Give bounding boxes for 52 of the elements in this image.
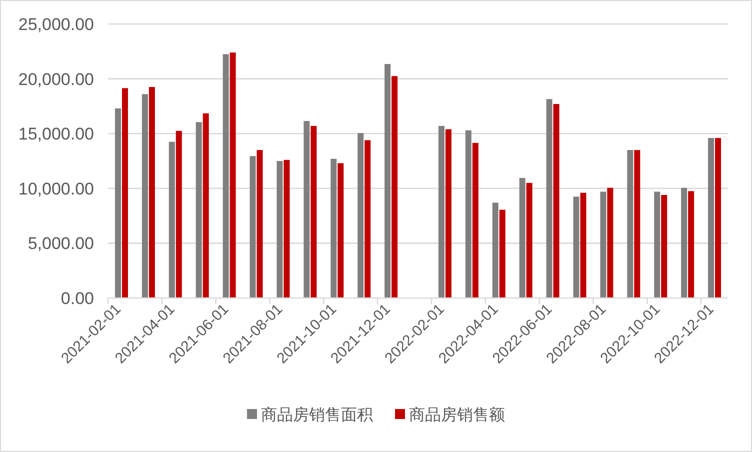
bar: [519, 178, 526, 298]
legend-label: 商品房销售额: [409, 406, 505, 424]
bar: [284, 160, 290, 298]
legend-label: 商品房销售面积: [261, 406, 373, 424]
bar: [465, 130, 472, 298]
bar: [600, 192, 606, 298]
bar: [661, 194, 668, 298]
bar: [122, 88, 128, 298]
y-tick-label: 25,000.00: [18, 15, 94, 34]
bar: [499, 210, 506, 298]
bar: [250, 156, 256, 298]
y-tick-label: 10,000.00: [18, 179, 94, 198]
bar: [384, 64, 391, 298]
bar: [168, 142, 175, 298]
bar: [607, 188, 614, 298]
bar: [142, 94, 148, 298]
bar: [445, 129, 452, 298]
bar: [202, 113, 209, 298]
bar: [526, 182, 532, 298]
bar: [634, 150, 640, 298]
y-tick-label: 15,000.00: [18, 124, 94, 144]
bar: [627, 150, 634, 298]
bar: [330, 158, 337, 298]
bar: [553, 104, 560, 298]
bar: [310, 126, 317, 298]
bar: [222, 54, 229, 298]
y-tick-label: 0.00: [60, 289, 94, 308]
bar: [276, 161, 283, 298]
bar: [176, 130, 182, 298]
bar: [358, 133, 364, 298]
bar: [492, 202, 498, 298]
bar: [148, 87, 155, 298]
bar: [573, 196, 580, 298]
bar: [338, 163, 344, 298]
bar: [364, 140, 371, 298]
bar: [438, 126, 444, 298]
bar: [196, 122, 202, 298]
bar: [472, 142, 478, 298]
bar: [708, 138, 714, 298]
bar: [688, 191, 694, 298]
bar: [654, 192, 660, 298]
y-tick-label: 20,000.00: [18, 70, 94, 89]
y-tick-label: 5,000.00: [28, 234, 94, 254]
bar: [392, 76, 398, 298]
bar: [546, 99, 552, 298]
bar: [256, 150, 263, 298]
bar: [580, 192, 586, 298]
bar: [715, 138, 722, 298]
bar: [304, 120, 310, 298]
bar: [681, 188, 688, 298]
bar: [230, 52, 236, 298]
bar: [114, 108, 121, 298]
